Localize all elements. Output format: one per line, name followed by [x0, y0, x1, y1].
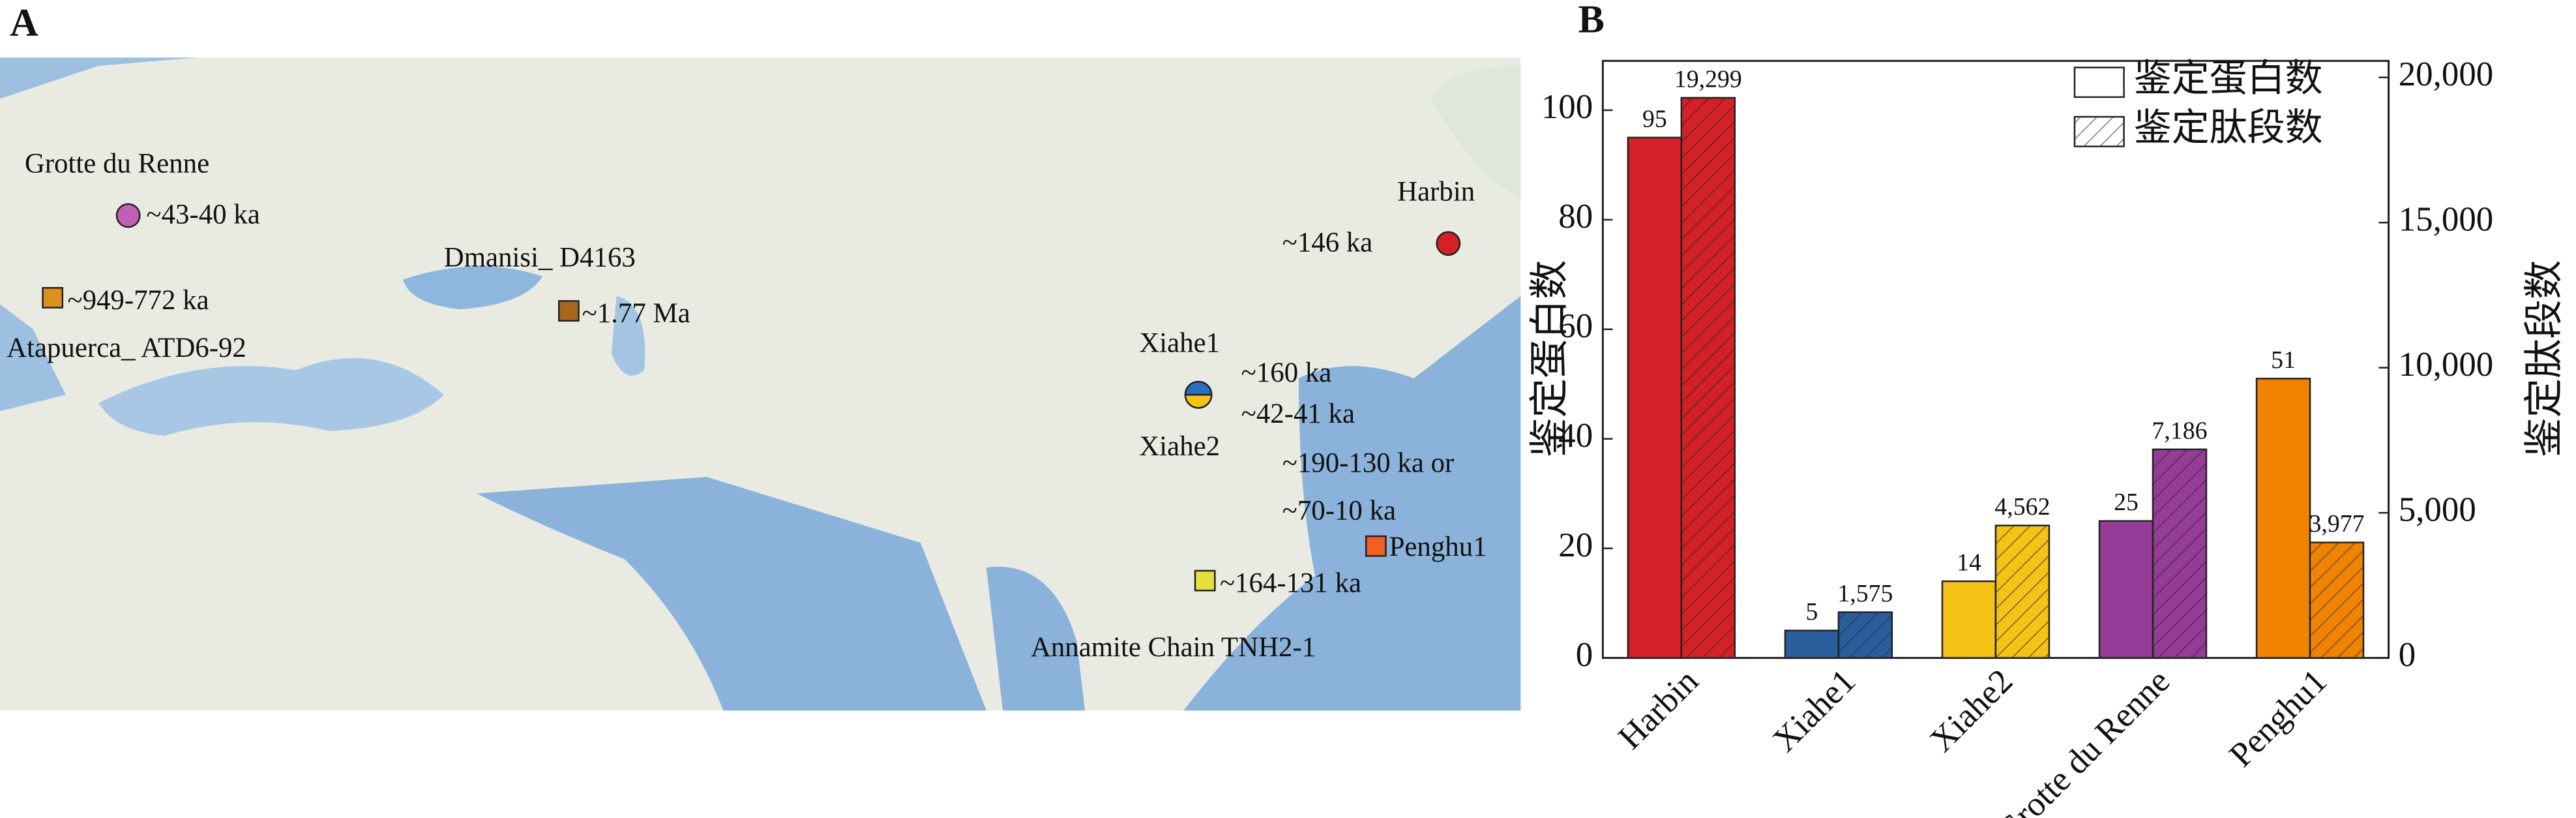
- bar: [2255, 378, 2311, 659]
- x-tick-label: Harbin: [1611, 662, 1706, 757]
- site-name: Grotte du Renne: [25, 149, 209, 179]
- x-tick-label: Xiahe1: [1766, 662, 1863, 759]
- bar: [1784, 629, 1840, 659]
- legend-label: 鉴定蛋白数: [2134, 57, 2323, 99]
- bar-hatch: [1995, 525, 2049, 658]
- site-name: Dmanisi_ D4163: [444, 242, 636, 273]
- y2-axis-title: 鉴定肽段数: [2523, 260, 2566, 457]
- x-tick-label: Penghu1: [2222, 662, 2334, 774]
- y2-tick-label: 15,000: [2399, 200, 2494, 238]
- site-name: Xiahe2: [1139, 431, 1220, 462]
- map-sea: [402, 266, 543, 310]
- site-marker: [1184, 393, 1213, 409]
- site-name: Annamite Chain TNH2-1: [1031, 632, 1316, 663]
- site-age: ~1.77 Ma: [582, 298, 690, 329]
- map-sea: [1183, 295, 1521, 711]
- y-tick-label: 100: [1541, 88, 1593, 126]
- legend-swatch: [2073, 67, 2125, 98]
- site-age: ~190-130 ka or: [1282, 447, 1455, 478]
- site-age: ~42-41 ka: [1241, 399, 1355, 429]
- x-tick-label: Xiahe2: [1923, 662, 2020, 759]
- value-label: 25: [2114, 489, 2139, 516]
- site-marker: [1436, 231, 1461, 256]
- map-ice: [1430, 65, 1521, 198]
- site-age: ~949-772 ka: [67, 285, 209, 316]
- bar-hatch: [2310, 542, 2363, 658]
- value-label: 3,977: [2309, 510, 2364, 538]
- site-marker: [558, 300, 580, 322]
- site-age: ~43-40 ka: [146, 200, 259, 230]
- value-label: 19,299: [1674, 65, 1742, 93]
- map-sea: [986, 566, 1086, 711]
- site-age: ~160 ka: [1241, 357, 1332, 388]
- map-sea: [0, 57, 198, 412]
- site-marker: [1194, 569, 1216, 592]
- y2-tick-label: 0: [2399, 636, 2416, 674]
- site-marker: [115, 203, 141, 228]
- y-tick-label: 60: [1558, 307, 1593, 345]
- site-marker: [42, 287, 64, 309]
- value-label: 51: [2271, 346, 2296, 374]
- bar-hatch: [1681, 97, 1735, 658]
- y2-tick-label: 5,000: [2399, 491, 2476, 528]
- site-name: Penghu1: [1389, 532, 1487, 562]
- site-marker: [1184, 380, 1213, 396]
- value-label: 1,575: [1837, 580, 1893, 607]
- map-sea: [611, 295, 645, 376]
- map-sea: [477, 477, 986, 711]
- site-marker: [1365, 535, 1387, 557]
- site-name: Atapuerca_ ATD6-92: [7, 333, 246, 363]
- bar: [2098, 520, 2154, 659]
- value-label: 4,562: [1994, 493, 2050, 521]
- y-tick-label: 20: [1558, 526, 1593, 564]
- y2-tick-label: 20,000: [2399, 55, 2494, 93]
- x-tick-label: Grotte du Renne: [1989, 662, 2177, 818]
- panel-label: A: [10, 1, 38, 44]
- site-age: ~146 ka: [1282, 228, 1373, 258]
- value-label: 14: [1957, 549, 1981, 577]
- bar: [1627, 136, 1683, 659]
- map-panel: A Grotte du Renne ~43-40 ka ~949-772 ka …: [0, 1, 1521, 711]
- bar-hatch: [1838, 612, 1892, 658]
- value-label: 7,186: [2152, 417, 2207, 444]
- legend-label: 鉴定肽段数: [2134, 106, 2323, 149]
- y-tick-label: 0: [1576, 636, 1593, 674]
- value-label: 95: [1642, 105, 1667, 132]
- y-tick-label: 80: [1558, 198, 1593, 235]
- y-axis-title: 鉴定蛋白数: [1528, 260, 1572, 457]
- site-name: Xiahe1: [1139, 327, 1220, 358]
- y-tick-label: 40: [1558, 417, 1593, 455]
- panel-label: B: [1578, 0, 1605, 41]
- bar: [1941, 580, 1997, 659]
- site-age: ~164-131 ka: [1220, 568, 1361, 599]
- bar-hatch: [2152, 449, 2206, 658]
- map-sea: [98, 358, 444, 436]
- site-name: Harbin: [1397, 176, 1475, 207]
- site-age: ~70-10 ka: [1282, 496, 1396, 526]
- legend-hatch: [2074, 117, 2124, 147]
- y2-tick-label: 10,000: [2399, 346, 2494, 384]
- value-label: 5: [1805, 598, 1818, 626]
